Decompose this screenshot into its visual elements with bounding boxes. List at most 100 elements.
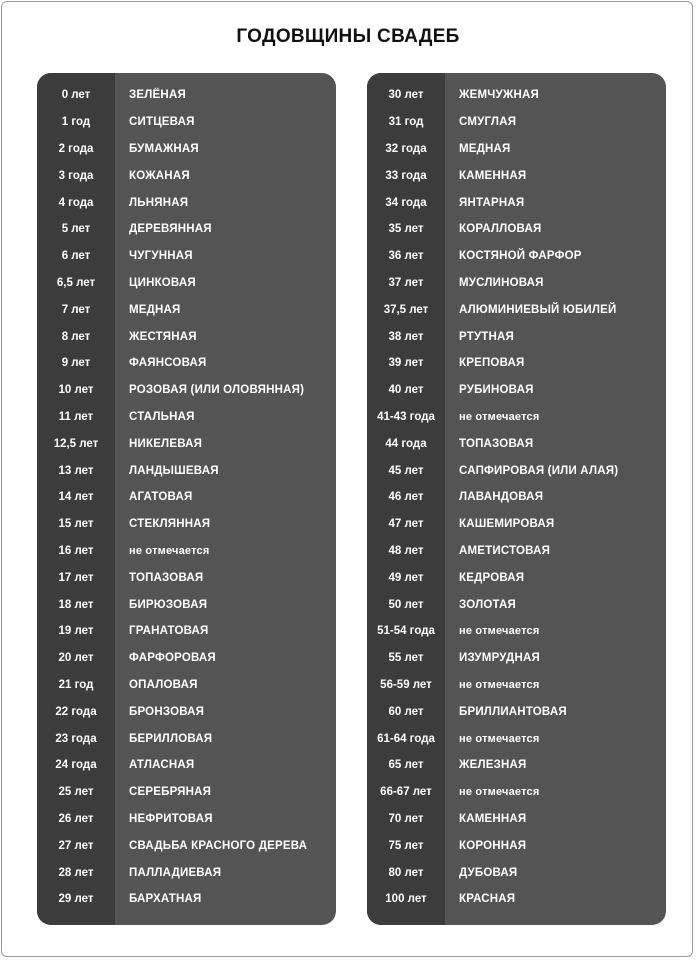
table-row: 100 лет КРАСНАЯ: [367, 886, 666, 913]
anniversary-year: 36 лет: [388, 250, 424, 263]
anniversary-year: 39 лет: [388, 357, 424, 370]
table-row: 61-64 года не отмечается: [367, 725, 666, 752]
anniversary-name: КАМЕННАЯ: [459, 169, 527, 182]
table-row: 8 лет ЖЕСТЯНАЯ: [37, 323, 336, 350]
anniversary-year: 61-64 года: [377, 732, 435, 745]
table-row: 17 лет ТОПАЗОВАЯ: [37, 564, 336, 591]
table-row: 33 года КАМЕННАЯ: [367, 162, 666, 189]
anniversary-year: 14 лет: [58, 491, 94, 504]
anniversary-name: БИРЮЗОВАЯ: [129, 598, 208, 611]
anniversary-year: 47 лет: [388, 518, 424, 531]
anniversary-year: 100 лет: [385, 893, 427, 906]
table-row: 0 лет ЗЕЛЁНАЯ: [37, 82, 336, 109]
anniversary-name: КАШЕМИРОВАЯ: [459, 518, 555, 531]
anniversary-year: 13 лет: [58, 464, 94, 477]
anniversary-table-left: 0 лет ЗЕЛЁНАЯ 1 год СИТЦЕВАЯ 2 года БУМАЖНАЯ 3…: [37, 73, 336, 925]
anniversary-name: КОЖАНАЯ: [129, 169, 190, 182]
anniversary-year: 34 года: [385, 196, 427, 209]
anniversary-year: 66-67 лет: [380, 786, 432, 799]
anniversary-year: 41-43 года: [377, 410, 435, 423]
anniversary-year: 8 лет: [61, 330, 91, 343]
anniversary-name: ЖЕМЧУЖНАЯ: [459, 89, 539, 102]
anniversary-year: 46 лет: [388, 491, 424, 504]
anniversary-name: СМУГЛАЯ: [459, 116, 517, 129]
table-row: 41-43 года не отмечается: [367, 404, 666, 431]
anniversary-year: 5 лет: [61, 223, 91, 236]
anniversary-name: СЕРЕБРЯНАЯ: [129, 786, 212, 799]
table-row: 48 лет АМЕТИСТОВАЯ: [367, 538, 666, 565]
anniversary-year: 23 года: [55, 732, 97, 745]
anniversary-name: РОЗОВАЯ (ИЛИ ОЛОВЯННАЯ): [129, 384, 305, 397]
table-row: 47 лет КАШЕМИРОВАЯ: [367, 511, 666, 538]
table-row: 13 лет ЛАНДЫШЕВАЯ: [37, 457, 336, 484]
anniversary-name: ЗОЛОТАЯ: [459, 598, 516, 611]
anniversary-year: 19 лет: [58, 625, 94, 638]
anniversary-name: не отмечается: [459, 625, 540, 638]
table-row: 70 лет КАМЕННАЯ: [367, 806, 666, 833]
anniversary-name: ЗЕЛЁНАЯ: [129, 89, 186, 102]
anniversary-name: ЦИНКОВАЯ: [129, 276, 196, 289]
anniversary-year: 37,5 лет: [383, 303, 429, 316]
table-row: 26 лет НЕФРИТОВАЯ: [37, 806, 336, 833]
anniversary-name: КОРАЛЛОВАЯ: [459, 223, 542, 236]
anniversary-name: БУМАЖНАЯ: [129, 142, 199, 155]
anniversary-table-right: 30 лет ЖЕМЧУЖНАЯ 31 год СМУГЛАЯ 32 года МЕДНА…: [367, 73, 666, 925]
anniversary-name: не отмечается: [459, 732, 540, 745]
anniversary-name: СТАЛЬНАЯ: [129, 410, 195, 423]
table-row: 16 лет не отмечается: [37, 538, 336, 565]
anniversary-name: ИЗУМРУДНАЯ: [459, 652, 540, 665]
anniversary-name: не отмечается: [459, 678, 540, 691]
anniversary-name: КОСТЯНОЙ ФАРФОР: [459, 250, 582, 263]
anniversary-year: 11 лет: [58, 410, 94, 423]
table-row: 28 лет ПАЛЛАДИЕВАЯ: [37, 859, 336, 886]
table-row: 35 лет КОРАЛЛОВАЯ: [367, 216, 666, 243]
anniversary-name: МЕДНАЯ: [129, 303, 181, 316]
anniversary-year: 38 лет: [388, 330, 424, 343]
table-row: 39 лет КРЕПОВАЯ: [367, 350, 666, 377]
anniversary-year: 80 лет: [388, 866, 424, 879]
anniversary-name: КЕДРОВАЯ: [459, 571, 525, 584]
anniversary-year: 55 лет: [388, 652, 424, 665]
anniversary-name: СИТЦЕВАЯ: [129, 116, 195, 129]
anniversary-year: 48 лет: [388, 544, 424, 557]
table-row: 4 года ЛЬНЯНАЯ: [37, 189, 336, 216]
anniversary-year: 33 года: [385, 169, 427, 182]
table-row: 18 лет БИРЮЗОВАЯ: [37, 591, 336, 618]
anniversary-name: РУБИНОВАЯ: [459, 384, 534, 397]
anniversary-name: БЕРИЛЛОВАЯ: [129, 732, 213, 745]
anniversary-year: 70 лет: [388, 812, 424, 825]
anniversary-name: ЛАНДЫШЕВАЯ: [129, 464, 219, 477]
anniversary-year: 49 лет: [388, 571, 424, 584]
table-row: 9 лет ФАЯНСОВАЯ: [37, 350, 336, 377]
table-row: 23 года БЕРИЛЛОВАЯ: [37, 725, 336, 752]
table-row: 20 лет ФАРФОРОВАЯ: [37, 645, 336, 672]
table-row: 15 лет СТЕКЛЯННАЯ: [37, 511, 336, 538]
anniversary-name: ТОПАЗОВАЯ: [459, 437, 534, 450]
table-row: 60 лет БРИЛЛИАНТОВАЯ: [367, 698, 666, 725]
table-row: 14 лет АГАТОВАЯ: [37, 484, 336, 511]
table-row: 10 лет РОЗОВАЯ (ИЛИ ОЛОВЯННАЯ): [37, 377, 336, 404]
anniversary-year: 3 года: [58, 169, 94, 182]
anniversary-year: 37 лет: [388, 276, 424, 289]
anniversary-year: 29 лет: [58, 893, 94, 906]
anniversary-name: ДЕРЕВЯННАЯ: [129, 223, 212, 236]
anniversary-year: 30 лет: [388, 89, 424, 102]
table-row: 46 лет ЛАВАНДОВАЯ: [367, 484, 666, 511]
table-row: 11 лет СТАЛЬНАЯ: [37, 404, 336, 431]
anniversary-year: 6 лет: [61, 250, 91, 263]
table-row: 2 года БУМАЖНАЯ: [37, 136, 336, 163]
anniversary-name: АЛЮМИНИЕВЫЙ ЮБИЛЕЙ: [459, 303, 617, 316]
anniversary-year: 22 года: [55, 705, 97, 718]
years-column: [37, 73, 115, 925]
anniversary-name: ЯНТАРНАЯ: [459, 196, 525, 209]
anniversary-name: КОРОННАЯ: [459, 839, 527, 852]
anniversary-name: ДУБОВАЯ: [459, 866, 518, 879]
anniversary-name: КАМЕННАЯ: [459, 812, 527, 825]
table-row: 32 года МЕДНАЯ: [367, 136, 666, 163]
anniversary-name: СВАДЬБА КРАСНОГО ДЕРЕВА: [129, 839, 308, 852]
anniversary-name: РТУТНАЯ: [459, 330, 514, 343]
table-row: 3 года КОЖАНАЯ: [37, 162, 336, 189]
anniversary-year: 7 лет: [61, 303, 91, 316]
anniversary-year: 18 лет: [58, 598, 94, 611]
table-row: 1 год СИТЦЕВАЯ: [37, 109, 336, 136]
